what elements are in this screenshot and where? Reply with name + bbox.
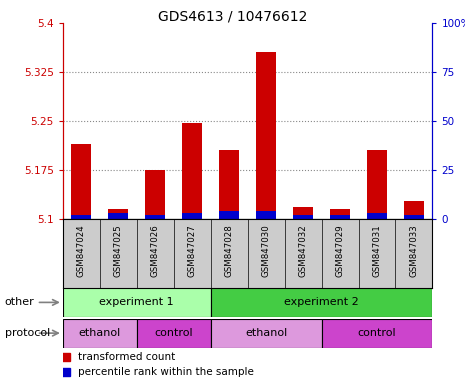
Bar (211, 288, 432, 317)
Bar (71, 215, 92, 219)
Text: protocol: protocol (5, 328, 50, 338)
Text: GSM847030: GSM847030 (262, 224, 271, 277)
Text: GSM847028: GSM847028 (225, 224, 233, 277)
Text: ethanol: ethanol (79, 328, 121, 338)
Bar (211, 319, 322, 348)
Text: GSM847026: GSM847026 (151, 224, 159, 277)
Text: GSM847033: GSM847033 (410, 224, 418, 277)
Bar (322, 319, 432, 348)
Text: GSM847031: GSM847031 (372, 224, 381, 277)
Text: GSM847029: GSM847029 (336, 224, 345, 277)
Bar (256, 52, 276, 219)
Text: GSM847027: GSM847027 (188, 224, 197, 277)
Text: experiment 2: experiment 2 (284, 297, 359, 308)
Bar (182, 213, 202, 219)
Bar (330, 209, 350, 219)
Bar (145, 215, 166, 219)
Bar (137, 319, 211, 348)
Text: ethanol: ethanol (245, 328, 287, 338)
Text: GSM847025: GSM847025 (114, 224, 123, 277)
Bar (108, 213, 128, 219)
Bar (182, 123, 202, 219)
Text: percentile rank within the sample: percentile rank within the sample (78, 367, 253, 377)
Text: control: control (358, 328, 396, 338)
Text: GDS4613 / 10476612: GDS4613 / 10476612 (158, 10, 307, 23)
Text: control: control (154, 328, 193, 338)
Bar (63, 319, 137, 348)
Bar (108, 209, 128, 219)
Bar (256, 211, 276, 219)
Text: other: other (5, 297, 34, 308)
Text: transformed count: transformed count (78, 352, 175, 362)
Bar (367, 150, 387, 219)
Text: GSM847032: GSM847032 (299, 224, 307, 277)
Text: GSM847024: GSM847024 (77, 224, 86, 277)
Bar (293, 215, 313, 219)
Bar (404, 215, 424, 219)
Text: experiment 1: experiment 1 (100, 297, 174, 308)
Bar (219, 150, 239, 219)
Bar (145, 170, 166, 219)
Bar (219, 211, 239, 219)
Bar (293, 207, 313, 219)
Bar (71, 144, 92, 219)
Bar (63, 288, 211, 317)
Bar (404, 200, 424, 219)
Bar (367, 213, 387, 219)
Bar (330, 215, 350, 219)
